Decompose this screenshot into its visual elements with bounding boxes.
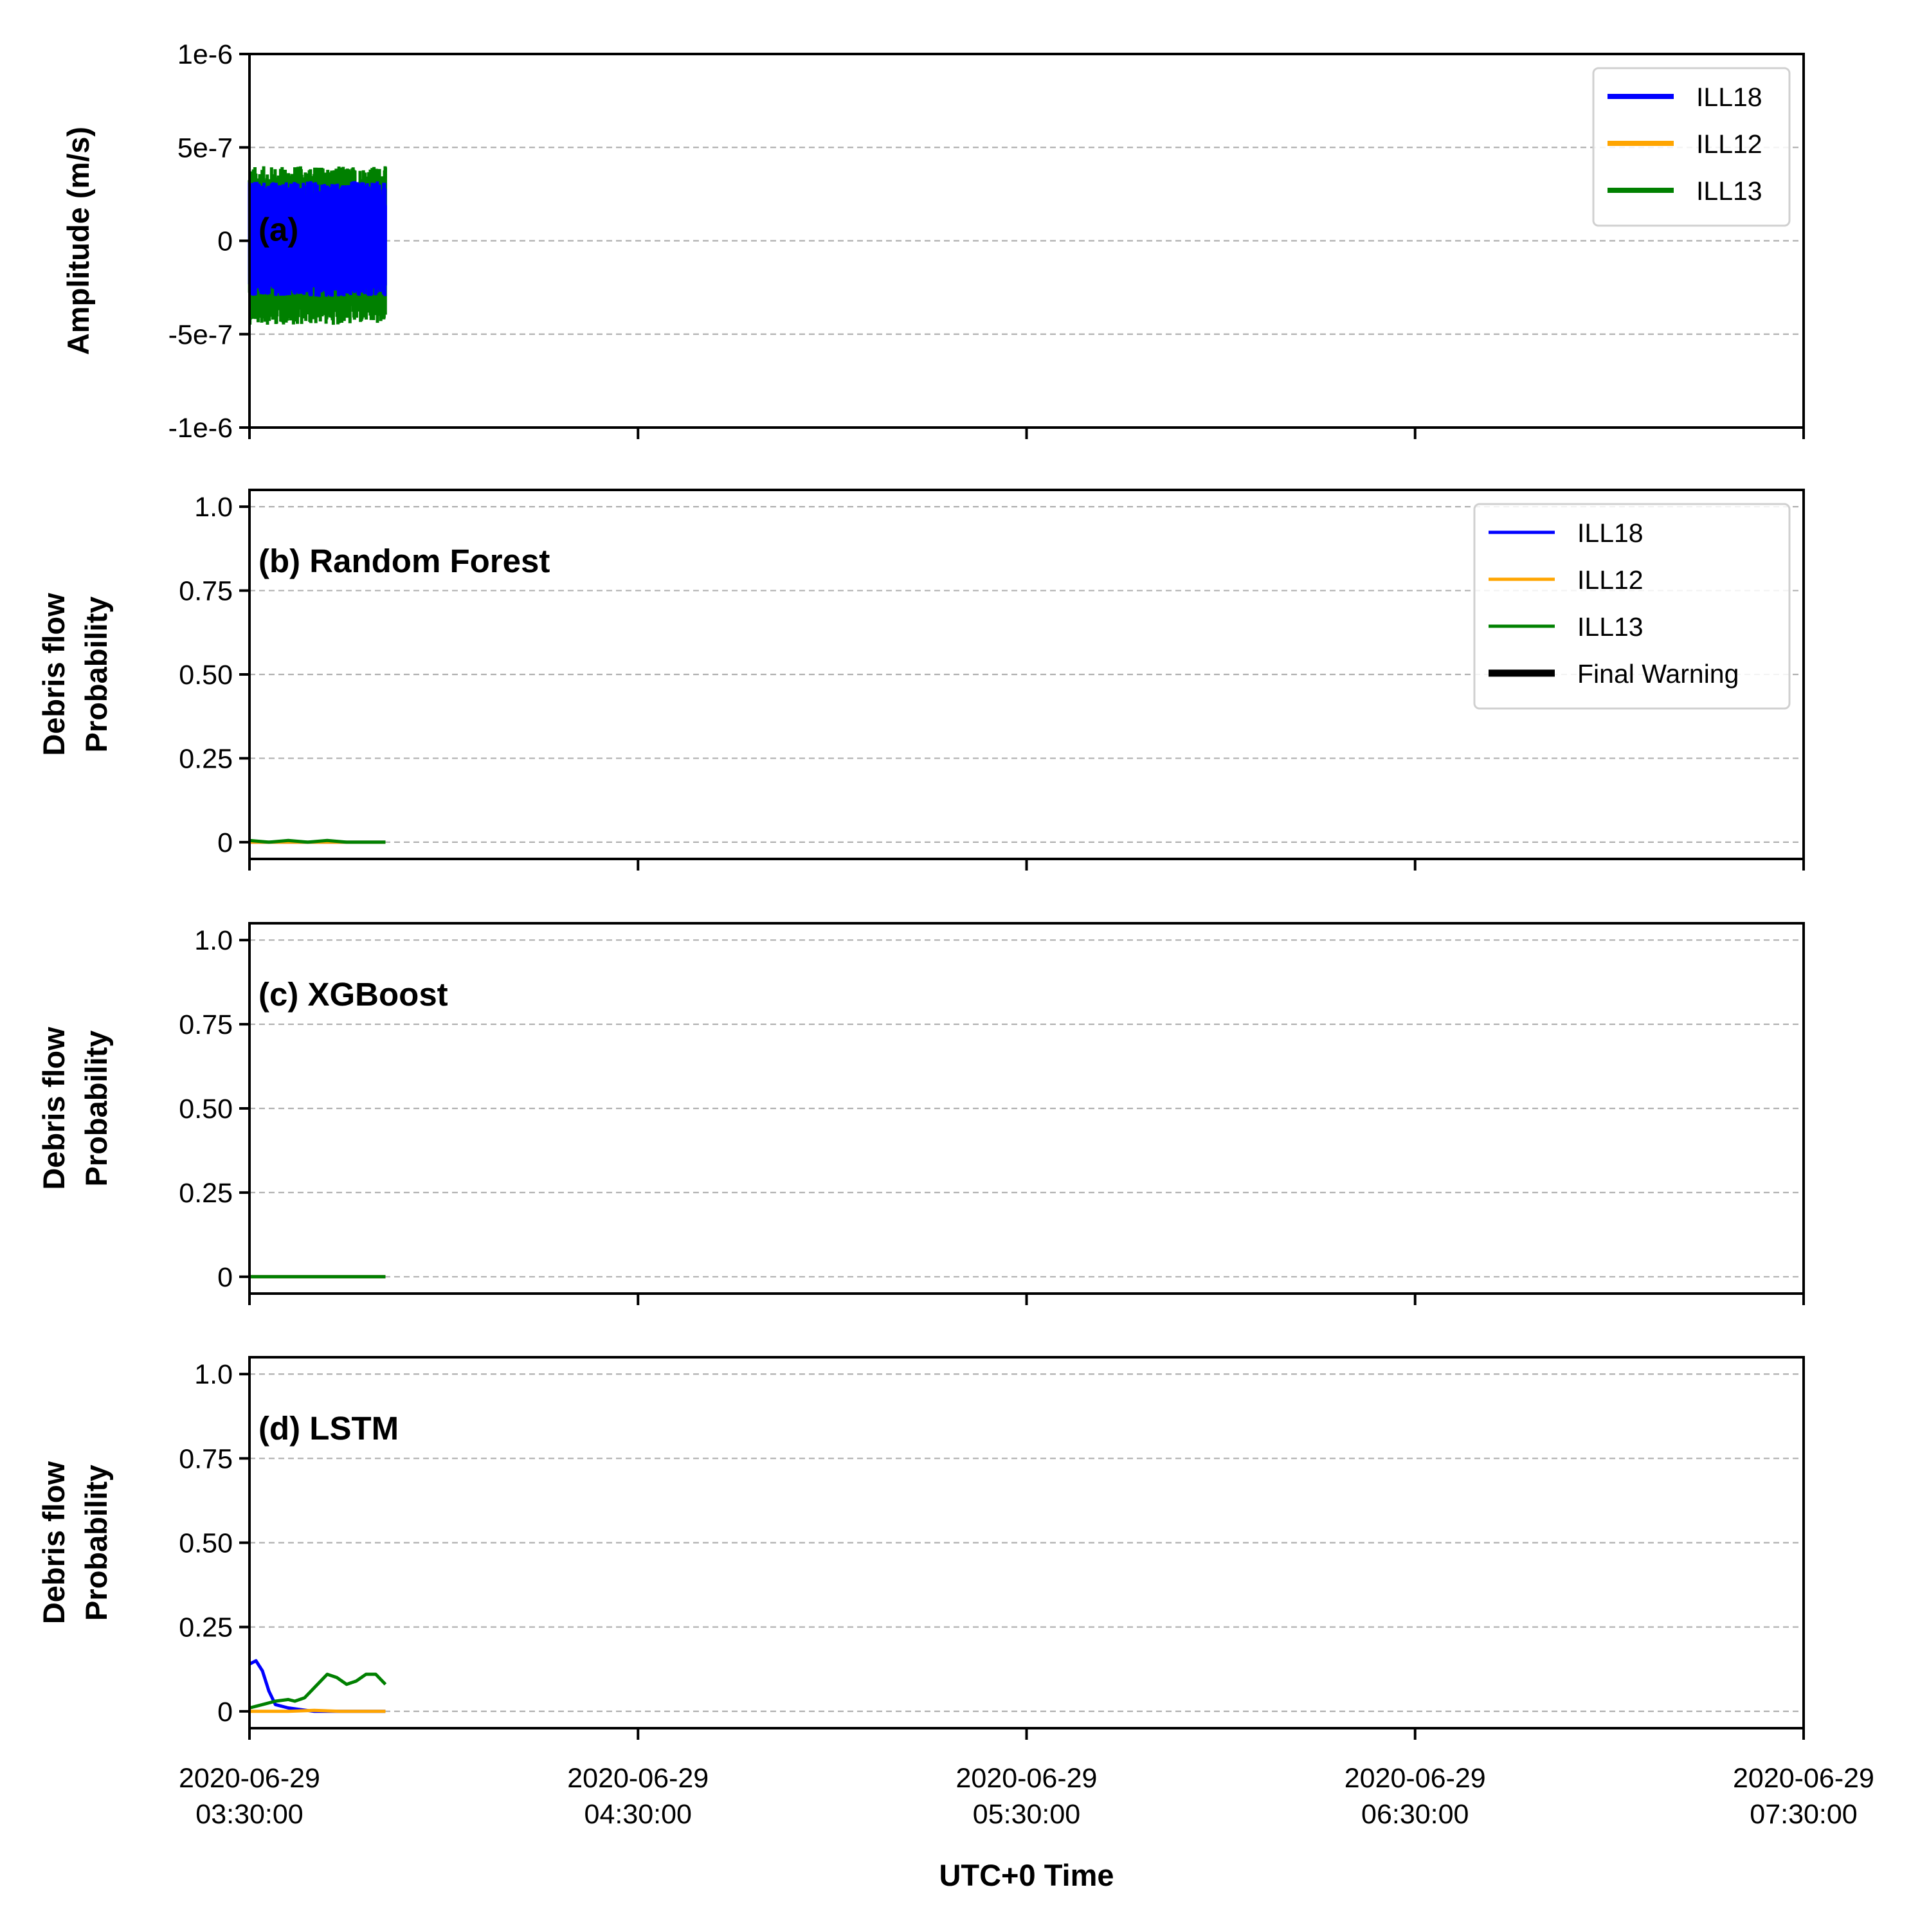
x-tick-label-time: 05:30:00 xyxy=(973,1799,1080,1830)
y-tick-label: 0.50 xyxy=(179,1094,233,1124)
y-tick-label: 1e-6 xyxy=(177,39,233,70)
y-axis-title-line1: Debris flow xyxy=(37,1027,71,1190)
y-tick-label: 0.75 xyxy=(179,1009,233,1040)
legend-box xyxy=(1592,67,1791,227)
y-axis-title-line2: Probability xyxy=(79,597,113,753)
y-tick-label: -1e-6 xyxy=(168,413,233,444)
y-tick-label: 1.0 xyxy=(194,1359,233,1390)
y-tick-label: 0.75 xyxy=(179,576,233,607)
x-tick-label-date: 2020-06-29 xyxy=(1345,1763,1486,1794)
series-ill13-line xyxy=(249,1672,387,1710)
x-tick-label-time: 06:30:00 xyxy=(1361,1799,1469,1830)
panel-d: 1.0 0.75 0.50 0.25 0 Debris flow Probability (d… xyxy=(37,1356,1805,1740)
x-tick-label-time: 07:30:00 xyxy=(1750,1799,1857,1830)
legend-label-ill12: ILL12 xyxy=(1696,129,1762,159)
y-axis-title-line1: Debris flow xyxy=(37,593,71,756)
x-tick-label-date: 2020-06-29 xyxy=(567,1763,709,1794)
y-tick-label: 0 xyxy=(217,827,233,858)
y-tick-label: 5e-7 xyxy=(177,132,233,163)
legend-label-ill18: ILL18 xyxy=(1696,82,1762,112)
y-axis-title: Amplitude (m/s) xyxy=(61,127,95,355)
y-axis-title-line1: Debris flow xyxy=(37,1461,71,1624)
legend-label-ill12: ILL12 xyxy=(1577,565,1644,595)
y-tick-label: 0 xyxy=(217,1262,233,1293)
x-tick-label-time: 03:30:00 xyxy=(195,1799,303,1830)
y-tick-label: 0.25 xyxy=(179,743,233,774)
x-axis-title: UTC+0 Time xyxy=(939,1858,1114,1892)
series-ill12-line xyxy=(249,1708,386,1713)
legend-label-ill13: ILL13 xyxy=(1577,612,1644,642)
x-tick-label-time: 04:30:00 xyxy=(584,1799,692,1830)
x-tick-label-date: 2020-06-29 xyxy=(179,1763,320,1794)
y-tick-label: 0.50 xyxy=(179,660,233,691)
x-tick-label-date: 2020-06-29 xyxy=(1733,1763,1874,1794)
panel-label: (d) LSTM xyxy=(258,1410,399,1447)
legend-box xyxy=(1473,503,1791,710)
y-tick-label: 0.25 xyxy=(179,1178,233,1209)
y-axis-title-line2: Probability xyxy=(79,1031,113,1187)
panel-a: 1e-6 5e-7 0 -5e-7 -1e-6 Amplitude (m/s) (a) ILL… xyxy=(61,39,1805,444)
y-tick-label: 0.25 xyxy=(179,1612,233,1643)
y-tick-label: 0 xyxy=(217,1697,233,1728)
y-tick-label: 0.50 xyxy=(179,1528,233,1559)
panel-label: (a) xyxy=(258,212,298,248)
y-axis-title-line2: Probability xyxy=(79,1465,113,1621)
x-tick-label-date: 2020-06-29 xyxy=(956,1763,1098,1794)
series-ill18-trace xyxy=(248,181,387,297)
y-tick-label: 1.0 xyxy=(194,925,233,956)
legend-label-final-warning: Final Warning xyxy=(1577,659,1739,689)
panel-c: 1.0 0.75 0.50 0.25 0 Debris flow Probability (c… xyxy=(37,922,1805,1305)
y-tick-label: -5e-7 xyxy=(168,320,233,350)
legend-label-ill18: ILL18 xyxy=(1577,518,1644,548)
legend: ILL18 ILL12 ILL13 xyxy=(1592,67,1791,227)
legend: ILL18 ILL12 ILL13 Final Warning xyxy=(1473,503,1791,710)
y-tick-label: 0.75 xyxy=(179,1443,233,1474)
legend-label-ill13: ILL13 xyxy=(1696,176,1762,206)
panel-label: (b) Random Forest xyxy=(258,543,550,579)
panel-b: 1.0 0.75 0.50 0.25 0 Debris flow Probability (b… xyxy=(37,489,1805,871)
series-ill13-line xyxy=(249,838,386,844)
y-tick-label: 0 xyxy=(217,226,233,257)
panel-label: (c) XGBoost xyxy=(258,976,448,1013)
y-tick-label: 1.0 xyxy=(194,492,233,523)
